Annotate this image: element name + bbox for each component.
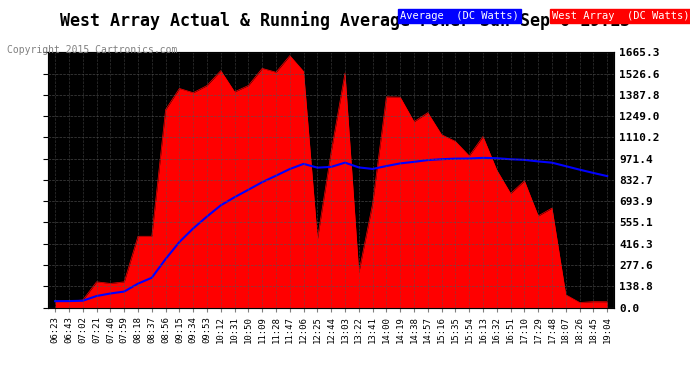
Text: West Array Actual & Running Average Power Sun Sep 6 19:13: West Array Actual & Running Average Powe… <box>60 11 630 30</box>
Text: Average  (DC Watts): Average (DC Watts) <box>400 11 519 21</box>
Text: Copyright 2015 Cartronics.com: Copyright 2015 Cartronics.com <box>7 45 177 55</box>
Text: West Array  (DC Watts): West Array (DC Watts) <box>552 11 689 21</box>
